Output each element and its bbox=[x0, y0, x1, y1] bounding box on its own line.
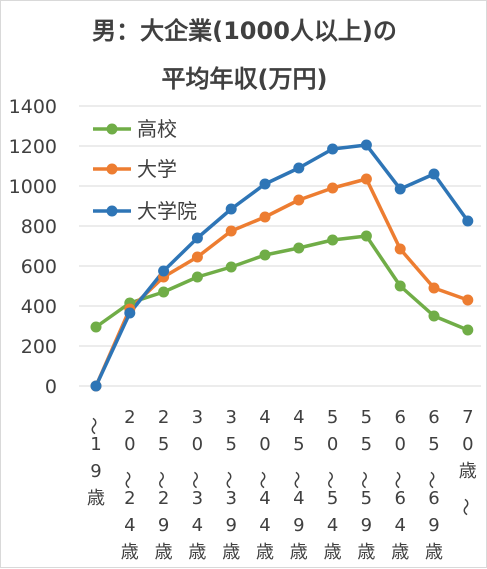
legend-marker bbox=[106, 163, 118, 175]
series-line bbox=[94, 143, 470, 387]
data-point bbox=[462, 294, 474, 306]
series-line bbox=[94, 234, 469, 332]
y-tick-label: 200 bbox=[21, 336, 57, 358]
y-tick-label: 800 bbox=[21, 216, 57, 238]
data-point bbox=[293, 194, 305, 206]
data-point bbox=[225, 261, 237, 273]
y-tick-label: 1400 bbox=[9, 96, 57, 118]
data-point bbox=[428, 168, 440, 180]
legend-marker bbox=[106, 123, 118, 135]
y-tick-label: 0 bbox=[45, 376, 57, 398]
x-tick-label: 3 5 ～ 3 9 歳 bbox=[217, 407, 240, 563]
data-point bbox=[124, 307, 136, 319]
data-point bbox=[259, 249, 271, 261]
legend-label: 大学 bbox=[137, 157, 177, 181]
legend-label: 高校 bbox=[137, 117, 177, 141]
data-point bbox=[158, 286, 170, 298]
data-point bbox=[428, 282, 440, 294]
chart-title: 男：大企業(1000人以上)の bbox=[92, 17, 397, 45]
x-tick-label: 6 5 ～ 6 9 歳 bbox=[420, 407, 443, 563]
x-tick-label: 4 0 ～ 4 4 歳 bbox=[251, 407, 274, 563]
data-point bbox=[360, 230, 372, 242]
x-tick-label: 5 5 ～ 5 9 歳 bbox=[352, 407, 375, 563]
data-point bbox=[327, 143, 339, 155]
x-tick-label: ～ 1 9 歳 bbox=[82, 417, 105, 509]
data-point bbox=[225, 203, 237, 215]
data-point bbox=[259, 178, 271, 190]
x-tick-label: 4 5 ～ 4 9 歳 bbox=[285, 407, 308, 563]
data-point bbox=[394, 183, 406, 195]
data-point bbox=[259, 211, 271, 223]
x-tick-label: 6 0 ～ 6 4 歳 bbox=[386, 407, 409, 563]
x-tick-label: 3 0 ～ 3 4 歳 bbox=[183, 407, 206, 563]
data-point bbox=[462, 215, 474, 227]
y-tick-label: 1200 bbox=[9, 136, 57, 158]
data-point bbox=[158, 265, 170, 277]
x-tick-label: 2 0 ～ 2 4 歳 bbox=[116, 407, 139, 563]
data-point bbox=[191, 271, 203, 283]
legend-marker bbox=[106, 205, 118, 217]
data-point bbox=[394, 280, 406, 292]
chart-subtitle: 平均年収(万円) bbox=[161, 65, 328, 93]
data-point bbox=[90, 321, 102, 333]
data-point bbox=[462, 324, 474, 336]
data-point bbox=[225, 225, 237, 237]
x-tick-label: 2 5 ～ 2 9 歳 bbox=[150, 407, 173, 563]
data-point bbox=[191, 232, 203, 244]
y-tick-label: 600 bbox=[21, 256, 57, 278]
y-tick-label: 1000 bbox=[9, 176, 57, 198]
data-point bbox=[428, 310, 440, 322]
legend-label: 大学院 bbox=[137, 199, 197, 223]
x-tick-label: 5 0 ～ 5 4 歳 bbox=[319, 407, 342, 563]
data-point bbox=[191, 251, 203, 263]
data-point bbox=[90, 380, 102, 392]
data-point bbox=[293, 162, 305, 174]
data-point bbox=[327, 182, 339, 194]
y-tick-label: 400 bbox=[21, 296, 57, 318]
x-tick-label: 7 0 歳～ bbox=[454, 407, 477, 516]
data-point bbox=[394, 243, 406, 255]
data-point bbox=[360, 139, 372, 151]
data-point bbox=[360, 173, 372, 185]
data-point bbox=[327, 234, 339, 246]
data-point bbox=[293, 242, 305, 254]
series-line bbox=[94, 177, 469, 387]
